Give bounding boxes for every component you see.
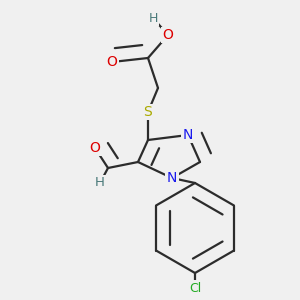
Text: S: S [144,105,152,119]
Text: N: N [183,128,193,142]
Text: Cl: Cl [189,281,201,295]
Text: O: O [90,141,101,155]
Text: H: H [95,176,105,190]
Text: H: H [148,11,158,25]
Text: N: N [167,171,177,185]
Text: O: O [163,28,173,42]
Text: O: O [106,55,117,69]
